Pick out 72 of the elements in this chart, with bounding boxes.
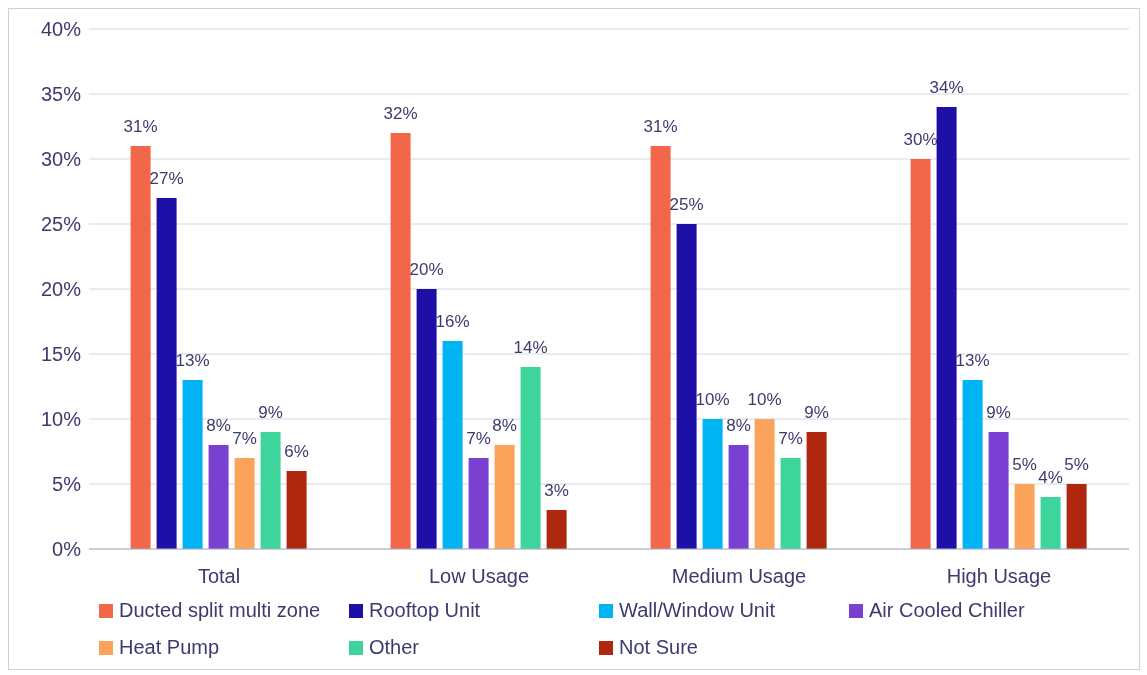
data-label: 9% [258,403,283,422]
x-tick-label: High Usage [946,565,1052,588]
y-tick-label: 25% [40,213,82,236]
data-label: 7% [778,429,803,448]
x-tick-label: Total [197,565,241,588]
bar [806,432,827,549]
bar [962,380,983,549]
bar [702,419,723,549]
legend-label: Wall/Window Unit [618,599,776,622]
bar [546,510,567,549]
bar [260,432,281,549]
legend-label: Not Sure [618,636,699,659]
data-label: 27% [149,169,184,188]
legend-label: Other [368,636,421,659]
bar [1040,497,1061,549]
data-label: 4% [1038,468,1063,487]
bar [182,380,203,549]
bar [494,445,515,549]
data-label: 8% [726,416,751,435]
bar [286,471,307,549]
data-label: 34% [929,78,964,97]
legend-label: Ducted split multi zone [118,599,322,622]
bar [676,224,697,549]
data-label: 5% [1064,455,1089,474]
bar [234,458,255,549]
data-label: 3% [544,481,569,500]
y-tick-label: 40% [40,18,82,41]
bar [754,419,775,549]
bar [988,432,1009,549]
bar [156,198,177,549]
bar [1066,484,1087,549]
y-tick-label: 5% [52,473,82,496]
data-label: 8% [492,416,517,435]
legend-label: Heat Pump [118,636,221,659]
bar [468,458,489,549]
bar [416,289,437,549]
bar [780,458,801,549]
y-tick-label: 35% [40,83,82,106]
data-label: 5% [1012,455,1037,474]
data-label: 31% [123,117,158,136]
data-label: 30% [903,130,938,149]
bar [208,445,229,549]
bar [520,367,541,549]
data-label: 7% [466,429,491,448]
data-label: 6% [284,442,309,461]
bar [936,107,957,549]
y-tick-label: 0% [52,538,82,561]
y-tick-label: 20% [40,278,82,301]
bar [130,146,151,549]
legend-label: Rooftop Unit [368,599,482,622]
legend-label: Air Cooled Chiller [868,599,1026,622]
bar [1014,484,1035,549]
data-label: 7% [232,429,257,448]
x-tick-label: Medium Usage [671,565,807,588]
bar [390,133,411,549]
data-label: 20% [409,260,444,279]
bar [728,445,749,549]
data-label: 32% [383,104,418,123]
y-tick-label: 30% [40,148,82,171]
data-label: 25% [669,195,704,214]
data-label: 10% [747,390,782,409]
data-label: 9% [986,403,1011,422]
bar [442,341,463,549]
data-label: 14% [513,338,548,357]
bar [910,159,931,549]
data-label: 31% [643,117,678,136]
x-tick-label: Low Usage [428,565,530,588]
data-label: 8% [206,416,231,435]
data-label: 9% [804,403,829,422]
bar [650,146,671,549]
y-tick-label: 10% [40,408,82,431]
y-tick-label: 15% [40,343,82,366]
